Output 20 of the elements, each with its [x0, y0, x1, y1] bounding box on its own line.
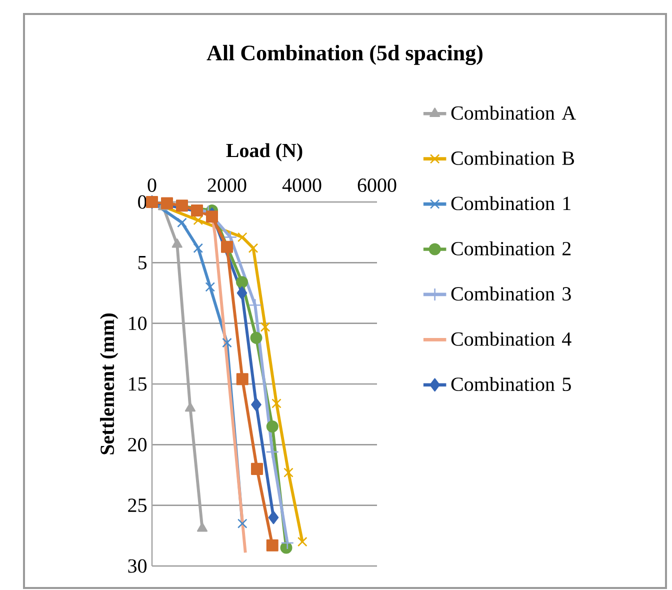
- x-axis-title: Load (N): [226, 143, 302, 162]
- legend-label: Combination 4: [451, 332, 572, 346]
- chart-title: All Combination (5d spacing): [206, 44, 482, 66]
- y-tick-label: 10: [129, 316, 147, 330]
- y-tick-label: 20: [128, 438, 147, 452]
- y-tick-label: 5: [138, 256, 147, 270]
- y-tick-label: 30: [128, 559, 147, 573]
- y-axis-title: Settlement (mm): [100, 314, 118, 454]
- legend-label: Combination 3: [451, 286, 571, 301]
- x-tick-label: 0: [148, 178, 156, 192]
- x-tick-label: 2000: [208, 178, 246, 192]
- y-tick-label: 15: [129, 377, 147, 391]
- legend-label: Combination B: [451, 150, 574, 165]
- x-tick-label: 6000: [358, 178, 396, 192]
- legend-label: Combination 2: [451, 241, 571, 256]
- legend-label: Combination 1: [451, 196, 570, 210]
- legend-label: Combination 5: [451, 376, 571, 392]
- x-tick-label: 4000: [282, 178, 322, 192]
- y-tick-label: 25: [128, 498, 147, 512]
- legend-label: Combination A: [451, 106, 576, 120]
